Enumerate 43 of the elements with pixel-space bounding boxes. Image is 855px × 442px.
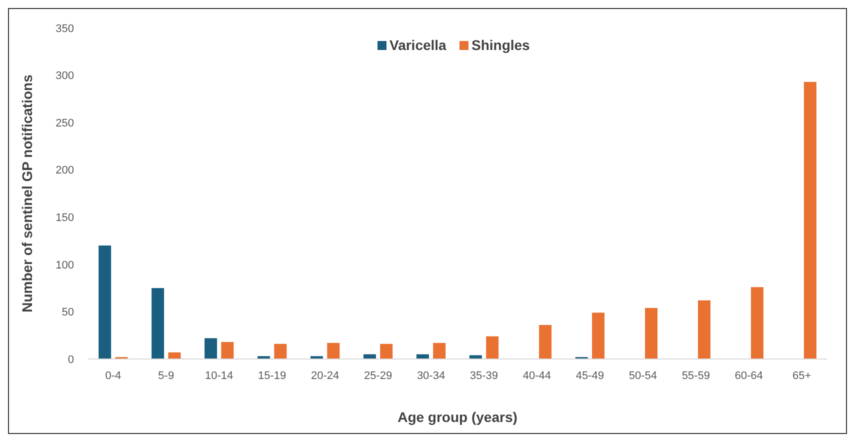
bar — [698, 300, 710, 359]
bar — [592, 312, 605, 359]
legend-label: Varicella — [390, 37, 447, 53]
bar — [327, 342, 340, 359]
x-tick-label: 15-19 — [258, 370, 286, 382]
x-tick-label: 10-14 — [205, 370, 234, 382]
x-tick-label: 30-34 — [416, 370, 446, 382]
bar — [804, 82, 816, 359]
bar — [433, 342, 446, 359]
bar — [152, 288, 164, 359]
y-tick-label: 200 — [56, 164, 74, 177]
y-tick-label: 350 — [56, 22, 74, 35]
y-tick-label: 150 — [56, 212, 74, 224]
legend-label: Shingles — [472, 37, 530, 53]
bar — [274, 344, 287, 359]
x-tick-label: 5-9 — [158, 370, 174, 382]
bar — [750, 287, 764, 359]
y-tick-label: 0 — [68, 354, 74, 366]
x-tick-label: 20-24 — [310, 370, 340, 382]
bar — [486, 336, 499, 359]
x-tick-label: 35-39 — [470, 370, 498, 382]
x-tick-label: 45-49 — [576, 370, 604, 382]
bar — [168, 352, 181, 359]
x-tick-label: 40-44 — [522, 370, 552, 382]
bar — [221, 342, 234, 359]
bar — [469, 355, 482, 359]
x-tick-label: 0-4 — [105, 370, 122, 382]
x-tick-label: 60-64 — [734, 370, 763, 382]
y-tick-label: 250 — [56, 117, 74, 130]
y-tick-label: 300 — [56, 70, 74, 82]
bar — [98, 246, 112, 359]
x-tick-label: 65+ — [792, 370, 812, 382]
x-tick-label: 55-59 — [682, 370, 710, 382]
x-tick-label: 50-54 — [628, 370, 657, 382]
bar — [539, 324, 552, 359]
y-axis-title: Number of sentinel GP notifications — [19, 74, 35, 312]
y-tick-label: 50 — [62, 306, 74, 319]
x-axis-title: Age group (years) — [398, 409, 518, 425]
x-tick-label: 25-29 — [364, 370, 392, 382]
bar — [380, 344, 393, 359]
y-tick-label: 100 — [56, 259, 74, 272]
bar — [204, 338, 218, 359]
bar — [644, 308, 658, 359]
